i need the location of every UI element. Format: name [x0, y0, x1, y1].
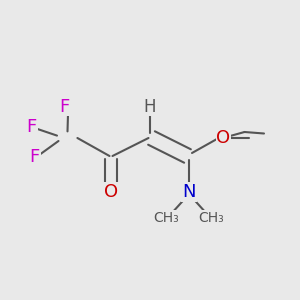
Text: CH₃: CH₃ [154, 211, 179, 224]
Text: O: O [216, 129, 231, 147]
Text: F: F [59, 98, 70, 116]
Text: O: O [104, 183, 118, 201]
Text: N: N [182, 183, 196, 201]
Text: H: H [144, 98, 156, 116]
Text: F: F [29, 148, 40, 166]
Text: CH₃: CH₃ [199, 211, 224, 224]
Text: F: F [26, 118, 37, 136]
